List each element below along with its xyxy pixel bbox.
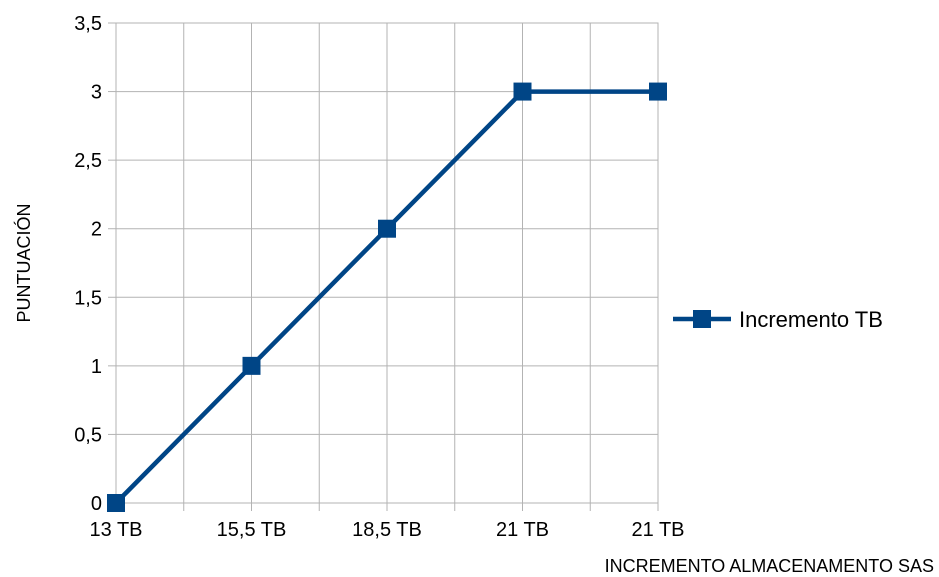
- legend-label: Incremento TB: [739, 307, 883, 332]
- y-tick-label: 0: [91, 493, 102, 515]
- x-tick-label: 13 TB: [90, 519, 143, 541]
- y-tick-label: 0,5: [74, 424, 102, 446]
- y-tick-label: 1: [91, 356, 102, 378]
- y-axis-title: PUNTUACIÓN: [13, 203, 34, 322]
- y-tick-label: 2,5: [74, 150, 102, 172]
- y-tick-label: 1,5: [74, 287, 102, 309]
- data-point-marker: [242, 356, 261, 375]
- y-tick-label: 2: [91, 219, 102, 241]
- series-layer: [107, 82, 667, 512]
- gridlines: [115, 22, 659, 504]
- y-axis-ticks: 0 0,5 1 1,5 2 2,5 3 3,5: [74, 13, 116, 515]
- x-axis-title: INCREMENTO ALMACENAMENTO SAS: [605, 556, 934, 576]
- y-tick-label: 3,5: [74, 13, 102, 35]
- data-point-marker: [378, 219, 396, 238]
- x-tick-label: 21 TB: [496, 519, 549, 541]
- y-tick-label: 3: [91, 82, 102, 104]
- data-point-marker: [649, 82, 667, 101]
- x-axis-ticks: 13 TB 15,5 TB 18,5 TB 21 TB 21 TB: [90, 503, 685, 541]
- x-tick-label: 15,5 TB: [217, 519, 287, 541]
- x-tick-label: 21 TB: [632, 519, 685, 541]
- legend-marker-swatch: [693, 310, 711, 328]
- data-point-marker: [513, 82, 532, 101]
- legend: Incremento TB: [673, 307, 883, 332]
- x-tick-label: 18,5 TB: [352, 519, 422, 541]
- data-point-marker: [107, 494, 125, 512]
